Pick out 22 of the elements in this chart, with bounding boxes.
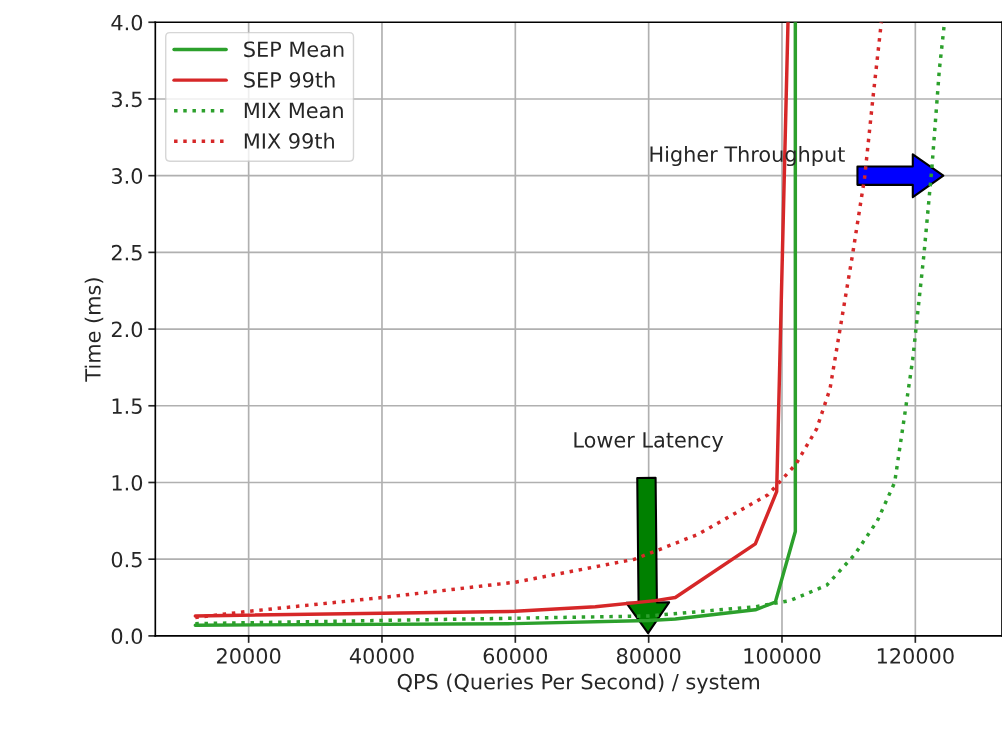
y-axis-title: Time (ms) [84, 278, 104, 382]
y-tick-label: 2.0 [111, 321, 143, 338]
x-tick-label: 20000 [217, 648, 281, 664]
y-tick-label: 1.0 [112, 474, 143, 491]
x-tick-label: 60000 [483, 648, 548, 664]
x-tick-label: 120000 [877, 648, 954, 664]
x-tick-label: 40000 [349, 648, 414, 664]
x-tick-label: 100000 [744, 648, 821, 664]
legend-label: SEP Mean [244, 41, 344, 58]
legend-label: MIX 99th [244, 132, 334, 149]
legend-label: MIX Mean [244, 102, 343, 119]
x-tick-label: 80000 [616, 648, 681, 664]
y-tick-label: 3.5 [111, 91, 142, 108]
y-tick-label: 1.5 [112, 398, 142, 414]
y-tick-label: 4.0 [111, 14, 143, 31]
legend-label: SEP 99th [244, 71, 335, 88]
y-tick-label: 3.0 [111, 168, 143, 184]
y-tick-label: 2.5 [111, 244, 142, 261]
y-tick-label: 0.0 [111, 628, 143, 645]
y-tick-label: 0.5 [111, 551, 142, 568]
annotation: Lower Latency [574, 432, 724, 452]
x-axis-title: QPS (Queries Per Second) / system [397, 673, 759, 694]
